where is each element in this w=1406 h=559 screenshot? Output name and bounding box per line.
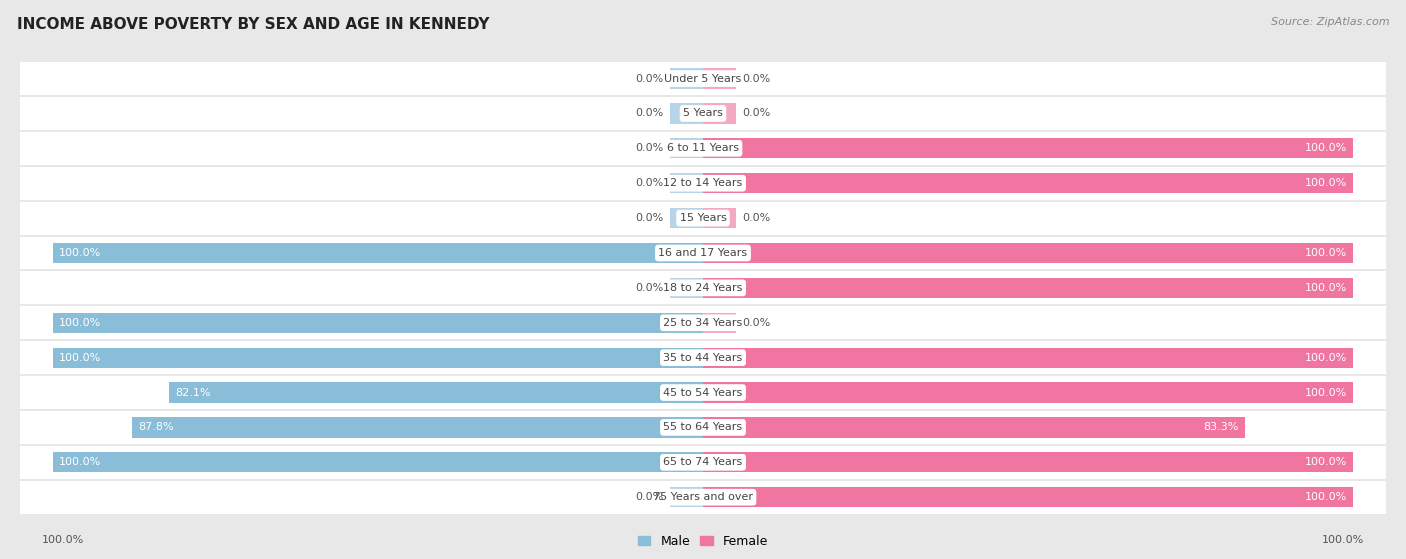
Text: 65 to 74 Years: 65 to 74 Years xyxy=(664,457,742,467)
Bar xyxy=(703,138,1354,158)
Text: 100.0%: 100.0% xyxy=(1305,143,1347,153)
Text: 0.0%: 0.0% xyxy=(742,318,770,328)
Bar xyxy=(703,348,1354,368)
Bar xyxy=(671,138,703,158)
Bar xyxy=(132,418,703,438)
Bar xyxy=(703,173,1354,193)
Text: 100.0%: 100.0% xyxy=(59,318,101,328)
FancyBboxPatch shape xyxy=(20,272,1386,304)
Text: 87.8%: 87.8% xyxy=(138,423,174,433)
Text: 0.0%: 0.0% xyxy=(636,283,664,293)
Bar xyxy=(671,173,703,193)
Legend: Male, Female: Male, Female xyxy=(633,530,773,553)
Bar xyxy=(52,452,703,472)
FancyBboxPatch shape xyxy=(20,341,1386,374)
FancyBboxPatch shape xyxy=(20,481,1386,514)
FancyBboxPatch shape xyxy=(20,62,1386,95)
Text: 55 to 64 Years: 55 to 64 Years xyxy=(664,423,742,433)
Text: 12 to 14 Years: 12 to 14 Years xyxy=(664,178,742,188)
Text: 100.0%: 100.0% xyxy=(1322,535,1364,545)
Bar xyxy=(703,312,735,333)
Text: 0.0%: 0.0% xyxy=(636,143,664,153)
Bar xyxy=(169,382,703,402)
Text: 100.0%: 100.0% xyxy=(1305,353,1347,363)
Text: 100.0%: 100.0% xyxy=(1305,457,1347,467)
Text: 25 to 34 Years: 25 to 34 Years xyxy=(664,318,742,328)
Text: 100.0%: 100.0% xyxy=(1305,283,1347,293)
Bar xyxy=(52,312,703,333)
Bar xyxy=(671,487,703,508)
Bar xyxy=(703,278,1354,298)
Text: 0.0%: 0.0% xyxy=(636,108,664,119)
Bar xyxy=(703,68,735,89)
Text: 18 to 24 Years: 18 to 24 Years xyxy=(664,283,742,293)
Bar xyxy=(703,208,735,228)
FancyBboxPatch shape xyxy=(20,236,1386,269)
Bar xyxy=(671,103,703,124)
Text: 100.0%: 100.0% xyxy=(59,353,101,363)
Text: 0.0%: 0.0% xyxy=(636,492,664,502)
Text: 100.0%: 100.0% xyxy=(1305,178,1347,188)
Text: 82.1%: 82.1% xyxy=(176,387,211,397)
Text: 6 to 11 Years: 6 to 11 Years xyxy=(666,143,740,153)
Text: 0.0%: 0.0% xyxy=(636,213,664,223)
Text: 45 to 54 Years: 45 to 54 Years xyxy=(664,387,742,397)
Text: 100.0%: 100.0% xyxy=(59,248,101,258)
Bar xyxy=(703,418,1244,438)
FancyBboxPatch shape xyxy=(20,167,1386,200)
Text: 100.0%: 100.0% xyxy=(1305,387,1347,397)
FancyBboxPatch shape xyxy=(20,97,1386,130)
Text: 15 Years: 15 Years xyxy=(679,213,727,223)
Bar xyxy=(671,208,703,228)
Bar xyxy=(703,487,1354,508)
Bar xyxy=(52,348,703,368)
Text: 0.0%: 0.0% xyxy=(742,108,770,119)
Text: 5 Years: 5 Years xyxy=(683,108,723,119)
Bar xyxy=(703,452,1354,472)
FancyBboxPatch shape xyxy=(20,306,1386,339)
Text: 100.0%: 100.0% xyxy=(42,535,84,545)
Text: 0.0%: 0.0% xyxy=(636,74,664,84)
Text: 16 and 17 Years: 16 and 17 Years xyxy=(658,248,748,258)
Text: 35 to 44 Years: 35 to 44 Years xyxy=(664,353,742,363)
Text: 75 Years and over: 75 Years and over xyxy=(652,492,754,502)
Text: 0.0%: 0.0% xyxy=(742,213,770,223)
Text: 83.3%: 83.3% xyxy=(1204,423,1239,433)
Bar xyxy=(703,103,735,124)
Text: 0.0%: 0.0% xyxy=(636,178,664,188)
FancyBboxPatch shape xyxy=(20,202,1386,235)
FancyBboxPatch shape xyxy=(20,132,1386,165)
Text: 0.0%: 0.0% xyxy=(742,74,770,84)
Bar xyxy=(671,68,703,89)
Text: INCOME ABOVE POVERTY BY SEX AND AGE IN KENNEDY: INCOME ABOVE POVERTY BY SEX AND AGE IN K… xyxy=(17,17,489,32)
FancyBboxPatch shape xyxy=(20,411,1386,444)
Text: Source: ZipAtlas.com: Source: ZipAtlas.com xyxy=(1271,17,1389,27)
Text: 100.0%: 100.0% xyxy=(59,457,101,467)
FancyBboxPatch shape xyxy=(20,446,1386,479)
FancyBboxPatch shape xyxy=(20,376,1386,409)
Bar xyxy=(703,243,1354,263)
Text: Under 5 Years: Under 5 Years xyxy=(665,74,741,84)
Bar xyxy=(703,382,1354,402)
Bar xyxy=(52,243,703,263)
Text: 100.0%: 100.0% xyxy=(1305,248,1347,258)
Text: 100.0%: 100.0% xyxy=(1305,492,1347,502)
Bar xyxy=(671,278,703,298)
